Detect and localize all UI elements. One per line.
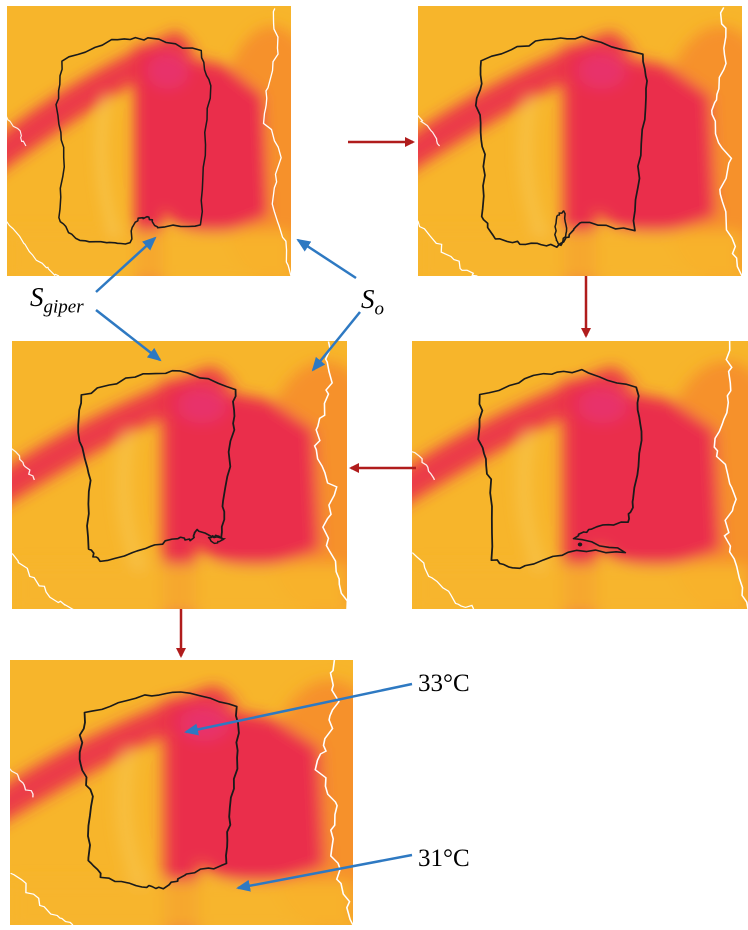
region-fragment-3 bbox=[207, 534, 227, 545]
thermal-panel-5 bbox=[10, 660, 353, 925]
thermal-panel-4 bbox=[412, 341, 748, 609]
s-giper-subscript: giper bbox=[43, 296, 84, 318]
thermal-panel-2 bbox=[418, 6, 742, 276]
s-o-base: S bbox=[361, 284, 375, 314]
s-o-pointer-top bbox=[296, 238, 357, 280]
s-o-subscript: o bbox=[374, 298, 385, 320]
temp-low-label: 31°C bbox=[418, 845, 470, 872]
region-fragment-2 bbox=[554, 210, 568, 247]
region-outline-3 bbox=[77, 369, 237, 563]
thermal-panel-1 bbox=[7, 6, 291, 276]
region-speck-4 bbox=[577, 542, 583, 547]
region-outline-1 bbox=[55, 36, 212, 245]
region-outline-4 bbox=[477, 368, 643, 570]
s-giper-base: S bbox=[30, 282, 44, 312]
s-giper-label: Sgiper bbox=[30, 284, 84, 317]
region-outline-2 bbox=[474, 35, 648, 248]
s-o-label: So bbox=[361, 286, 384, 319]
temp-high-label: 33°C bbox=[418, 670, 470, 697]
thermal-panel-3 bbox=[12, 341, 347, 609]
